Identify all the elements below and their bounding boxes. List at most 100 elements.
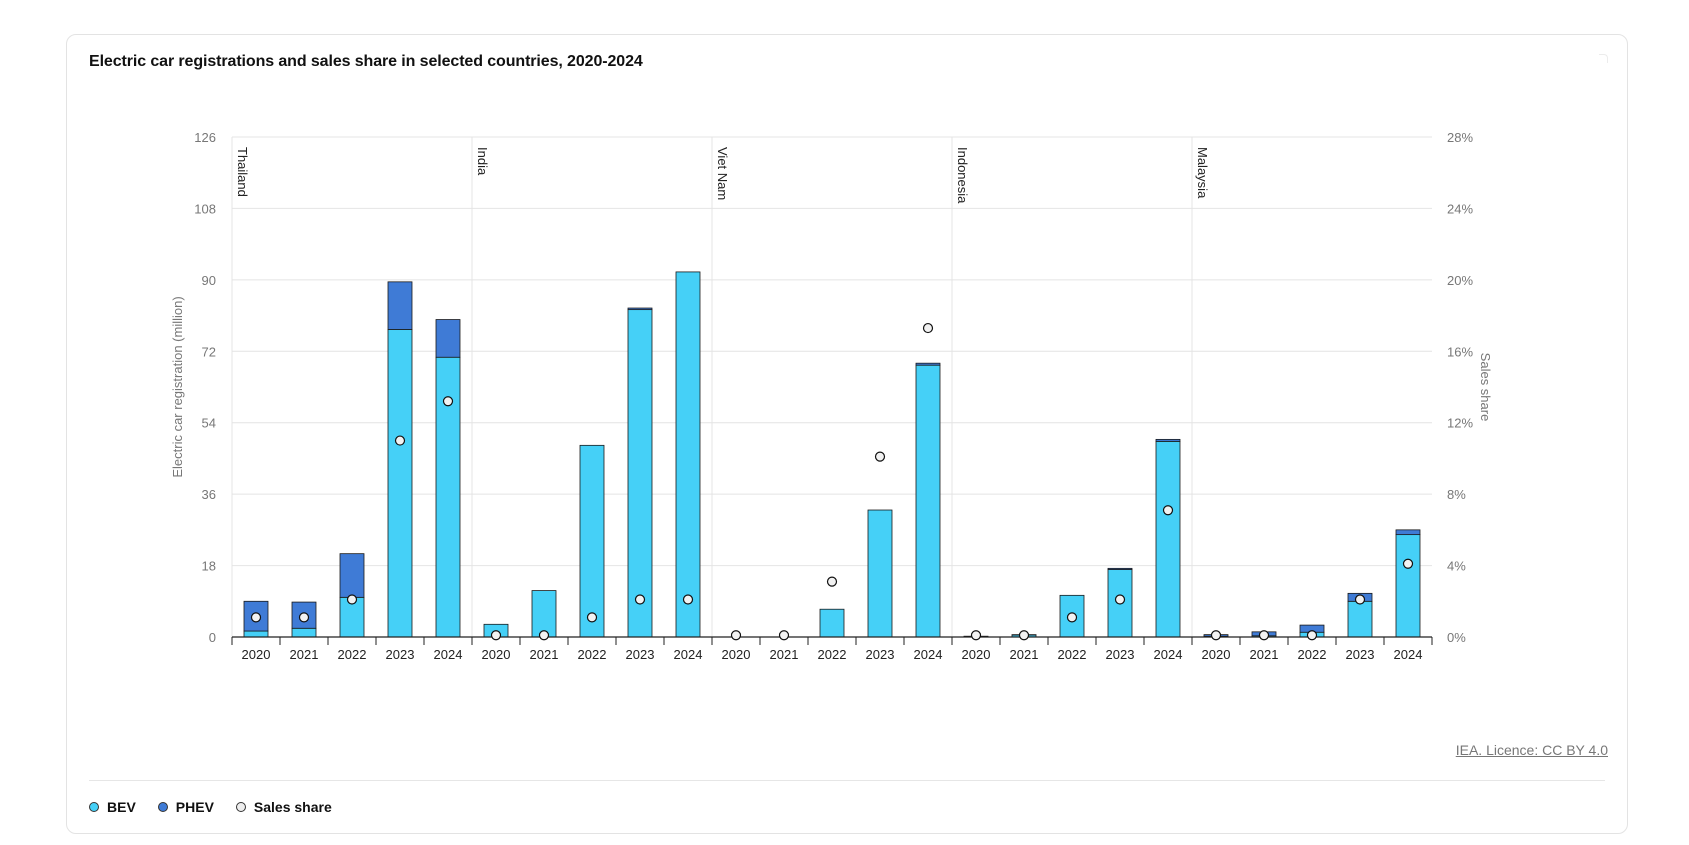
sales-share-point bbox=[778, 630, 790, 641]
x-tick-label: 2023 bbox=[626, 647, 655, 662]
y-tick-label: 126 bbox=[194, 130, 216, 145]
y-tick-label: 90 bbox=[202, 273, 216, 288]
y-tick-label: 18 bbox=[202, 559, 216, 574]
bar-bev bbox=[627, 309, 653, 638]
bar-bev bbox=[291, 627, 317, 638]
sales-share-point bbox=[1018, 630, 1030, 641]
x-tick-label: 2020 bbox=[722, 647, 751, 662]
sales-share-swatch-icon bbox=[235, 802, 246, 812]
bar-phev bbox=[1155, 438, 1181, 442]
x-tick-label: 2020 bbox=[962, 647, 991, 662]
y-tick-label: 108 bbox=[194, 201, 216, 216]
x-tick-label: 2020 bbox=[1202, 647, 1231, 662]
x-tick-label: 2020 bbox=[482, 647, 511, 662]
bar-phev bbox=[1107, 567, 1133, 570]
bar-bev bbox=[1395, 534, 1421, 638]
bar-phev bbox=[435, 319, 461, 358]
bar-bev bbox=[1347, 600, 1373, 638]
x-tick-label: 2024 bbox=[914, 647, 943, 662]
group-label-viet-nam: Viet Nam bbox=[715, 147, 730, 200]
group-label-india: India bbox=[475, 147, 490, 176]
sales-share-point bbox=[586, 612, 598, 623]
bar-phev bbox=[1395, 529, 1421, 536]
sales-share-point bbox=[1258, 630, 1270, 641]
sales-share-point bbox=[1402, 558, 1414, 569]
chart-title: Electric car registrations and sales sha… bbox=[89, 53, 643, 70]
y-tick-label: 72 bbox=[202, 344, 216, 359]
x-tick-label: 2024 bbox=[674, 647, 703, 662]
chart-card bbox=[66, 34, 1628, 834]
sales-share-point bbox=[826, 576, 838, 587]
sales-share-point bbox=[442, 396, 454, 407]
bar-phev bbox=[291, 601, 317, 629]
phev-swatch-icon bbox=[157, 802, 168, 812]
sales-share-point bbox=[490, 630, 502, 641]
legend-item-bev[interactable]: BEV bbox=[89, 799, 136, 815]
bar-phev bbox=[627, 307, 653, 311]
sales-share-point bbox=[394, 435, 406, 446]
sales-share-point bbox=[922, 322, 934, 334]
sales-share-point bbox=[1066, 612, 1078, 623]
x-tick-label: 2021 bbox=[290, 647, 319, 662]
source-licence-link[interactable]: IEA. Licence: CC BY 4.0 bbox=[1455, 742, 1608, 758]
bar-bev bbox=[675, 271, 701, 638]
legend-divider bbox=[89, 780, 1605, 781]
bar-bev bbox=[387, 329, 413, 638]
sales-share-point bbox=[682, 594, 694, 605]
legend-label-bev: BEV bbox=[107, 799, 136, 815]
bar-phev bbox=[915, 362, 941, 366]
x-tick-label: 2022 bbox=[578, 647, 607, 662]
legend: BEV PHEV Sales share bbox=[89, 799, 332, 815]
y-tick-label: 0 bbox=[209, 630, 216, 645]
y2-tick-label: 8% bbox=[1447, 487, 1466, 502]
y-axis-title: Electric car registration (million) bbox=[170, 296, 185, 477]
sales-share-point bbox=[1306, 630, 1318, 641]
sales-share-point bbox=[1210, 630, 1222, 641]
bar-bev bbox=[243, 630, 269, 638]
bar-bev bbox=[915, 364, 941, 638]
y2-tick-label: 0% bbox=[1447, 630, 1466, 645]
sales-share-point bbox=[1162, 505, 1174, 516]
x-tick-label: 2022 bbox=[338, 647, 367, 662]
y2-axis-title: Sales share bbox=[1478, 353, 1493, 422]
x-tick-label: 2022 bbox=[818, 647, 847, 662]
x-tick-label: 2021 bbox=[1010, 647, 1039, 662]
bar-bev bbox=[867, 509, 893, 638]
legend-item-phev[interactable]: PHEV bbox=[157, 799, 214, 815]
group-label-malaysia: Malaysia bbox=[1195, 147, 1210, 199]
sales-share-point bbox=[730, 630, 742, 641]
sales-share-point bbox=[538, 630, 550, 641]
y2-tick-label: 20% bbox=[1447, 273, 1473, 288]
sales-share-point bbox=[1354, 594, 1366, 605]
y2-tick-label: 28% bbox=[1447, 130, 1473, 145]
y-tick-label: 36 bbox=[202, 487, 216, 502]
sales-share-point bbox=[634, 594, 646, 605]
x-tick-label: 2022 bbox=[1058, 647, 1087, 662]
x-tick-label: 2023 bbox=[1106, 647, 1135, 662]
x-tick-label: 2022 bbox=[1298, 647, 1327, 662]
expand-icon[interactable] bbox=[1599, 54, 1608, 63]
x-tick-label: 2021 bbox=[530, 647, 559, 662]
y2-tick-label: 4% bbox=[1447, 559, 1466, 574]
bev-swatch-icon bbox=[89, 802, 99, 812]
x-tick-label: 2024 bbox=[1154, 647, 1183, 662]
legend-item-sales-share[interactable]: Sales share bbox=[235, 799, 332, 815]
sales-share-point bbox=[874, 451, 886, 462]
bar-bev bbox=[819, 608, 845, 638]
y2-tick-label: 12% bbox=[1447, 416, 1473, 431]
bar-phev bbox=[339, 553, 365, 598]
group-label-thailand: Thailand bbox=[235, 147, 250, 197]
y2-tick-label: 16% bbox=[1447, 344, 1473, 359]
legend-label-sales-share: Sales share bbox=[253, 799, 332, 815]
x-tick-label: 2024 bbox=[434, 647, 463, 662]
x-tick-label: 2024 bbox=[1394, 647, 1423, 662]
bar-bev bbox=[531, 590, 557, 638]
sales-share-point bbox=[1114, 594, 1126, 605]
sales-share-point bbox=[346, 594, 358, 605]
bar-phev bbox=[387, 281, 413, 330]
bar-bev bbox=[579, 444, 605, 638]
x-tick-label: 2023 bbox=[866, 647, 895, 662]
sales-share-point bbox=[970, 630, 982, 641]
bar-bev bbox=[1155, 440, 1181, 638]
